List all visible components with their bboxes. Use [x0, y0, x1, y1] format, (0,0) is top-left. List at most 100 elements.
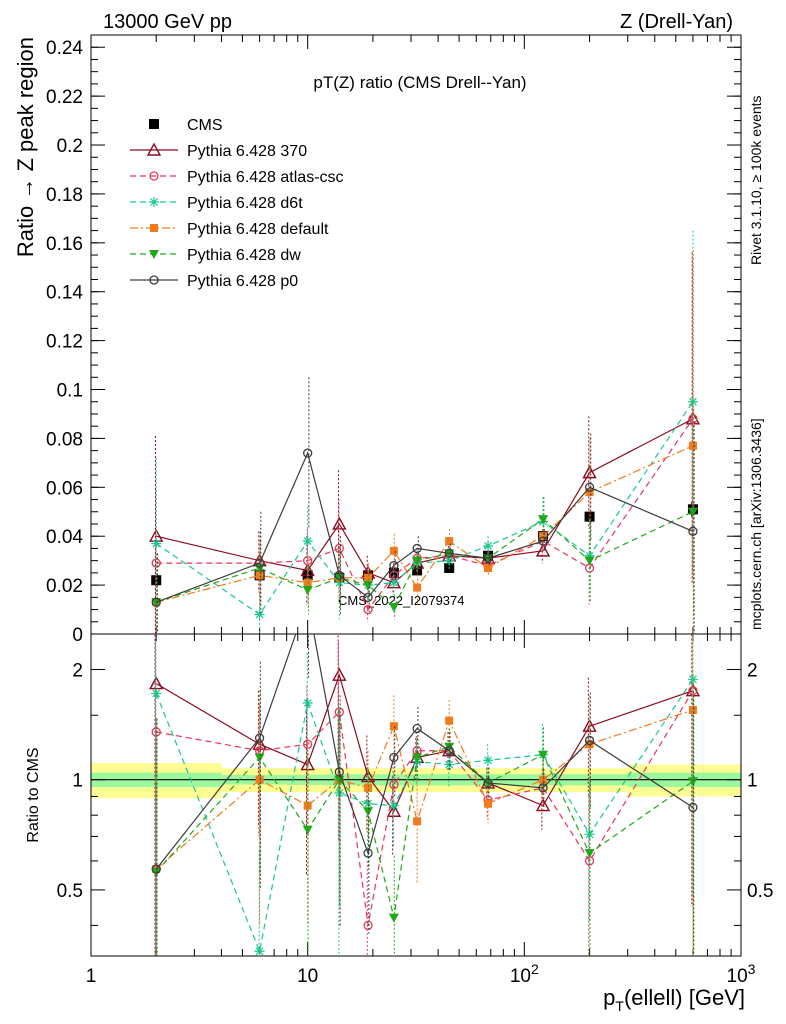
- ratio-data-point: [334, 767, 344, 777]
- legend-label: CMS: [187, 117, 223, 134]
- data-point: [334, 570, 344, 580]
- legend-marker: [149, 171, 159, 181]
- ratio-data-point: [584, 849, 595, 859]
- ratio-data-point: [538, 750, 549, 760]
- ratio-series-pythia-6-428-d6t: [151, 634, 698, 956]
- data-point: [254, 609, 265, 620]
- data-point: [687, 396, 698, 407]
- data-point: [302, 536, 313, 547]
- ratio-data-point: [688, 706, 697, 715]
- data-point: [585, 488, 594, 497]
- ratio-data-point: [388, 913, 399, 923]
- header-left: 13000 GeV pp: [103, 11, 232, 33]
- plot-title: pT(Z) ratio (CMS Drell--Yan): [313, 73, 526, 92]
- legend-item: Pythia 6.428 p0: [130, 273, 298, 290]
- ratio-y-tick-label: 1: [72, 771, 83, 792]
- ratio-series-pythia-6-428-p0: [151, 634, 698, 956]
- ratio-data-point: [412, 753, 423, 763]
- ratio-series-line: [155, 746, 694, 918]
- data-point: [363, 592, 373, 602]
- ratio-data-point: [483, 778, 493, 788]
- series-pythia-6-428-p0: [151, 377, 698, 634]
- ratio-series: [149, 634, 701, 956]
- legend-marker: [149, 119, 159, 129]
- y-tick-label: 0.04: [46, 527, 83, 548]
- y-axis-label: Ratio → Z peak region: [13, 37, 38, 257]
- data-point: [582, 465, 597, 479]
- data-point: [151, 575, 162, 586]
- ratio-data-point: [389, 722, 398, 731]
- legend-item: Pythia 6.428 default: [130, 221, 329, 238]
- ratio-data-point: [254, 753, 265, 763]
- ratio-data-point: [151, 688, 162, 699]
- data-point: [538, 515, 549, 525]
- mcplots-label: mcplots.cern.ch [arXiv:1306.3436]: [748, 418, 764, 630]
- series-line: [156, 451, 694, 603]
- data-point: [584, 511, 595, 522]
- data-point: [334, 543, 344, 554]
- data-point: [539, 532, 548, 541]
- ratio-data-point: [413, 817, 422, 826]
- ratio-y-tick-label: 0.5: [57, 881, 83, 902]
- ratio-data-point: [151, 867, 162, 877]
- ratio-data-point: [584, 829, 595, 840]
- legend-marker: [146, 142, 162, 156]
- data-point: [538, 536, 548, 546]
- watermark: CMS_2022_I2079374: [338, 593, 465, 608]
- ratio-data-point: [254, 946, 265, 956]
- ratio-data-point: [582, 718, 597, 732]
- ratio-series-line: [155, 673, 694, 813]
- x-tick-label: 1: [86, 966, 97, 987]
- ratio-data-point: [149, 676, 164, 690]
- data-point: [255, 571, 264, 580]
- y-tick-label: 0.12: [46, 332, 83, 353]
- data-point: [151, 538, 162, 549]
- x-axis-label: pT(ellell) [GeV]: [603, 985, 745, 1014]
- axes: 0 0.02 0.04 0.06 0.08 0.1 0.12 0.14 0.16 0.18 0.2 0…: [46, 34, 773, 987]
- ratio-data-point: [688, 802, 698, 813]
- header-right: Z (Drell-Yan): [620, 11, 733, 33]
- ratio-data-point: [687, 777, 698, 787]
- y-tick-label: 0.06: [46, 478, 83, 499]
- data-point: [412, 543, 422, 554]
- y-tick-label: 0.14: [46, 283, 83, 304]
- ratio-data-point: [484, 799, 493, 808]
- y-tick-label: 0.02: [46, 576, 83, 597]
- legend-label: Pythia 6.428 dw: [187, 247, 301, 264]
- data-point: [151, 597, 161, 607]
- data-point: [389, 546, 398, 555]
- ratio-data-point: [483, 755, 494, 766]
- ratio-series-line: [155, 709, 694, 870]
- ratio-series-pythia-6-428-atlas-csc: [151, 634, 698, 956]
- series-line: [156, 418, 694, 611]
- ratio-y-tick-label: 2: [72, 660, 83, 681]
- data-point: [688, 441, 697, 450]
- y-tick-label: 0.22: [46, 87, 83, 108]
- ratio-data-point: [334, 787, 345, 798]
- series-pythia-6-428-dw: [151, 409, 698, 634]
- ratio-data-point: [363, 807, 374, 817]
- data-point: [388, 577, 399, 588]
- legend-marker: [149, 197, 159, 207]
- series-pythia-6-428-default: [152, 250, 697, 634]
- ratio-y-tick-label-right: 1: [747, 771, 758, 792]
- y-tick-label: 0.1: [57, 381, 83, 402]
- legend-label: Pythia 6.428 p0: [187, 273, 298, 290]
- legend-marker: [150, 224, 158, 232]
- data-point: [445, 537, 454, 546]
- data-point: [484, 563, 493, 572]
- data-point: [584, 482, 595, 492]
- y-tick-label: 0.24: [46, 38, 83, 59]
- ratio-data-point: [151, 864, 161, 874]
- ratio-data-point: [388, 800, 399, 811]
- legend-marker: [149, 250, 159, 259]
- ratio-series-line: [155, 634, 694, 870]
- ratio-y-tick-label-right: 2: [747, 660, 758, 681]
- ratio-series-line: [155, 678, 694, 954]
- data-point: [412, 556, 423, 566]
- series-line: [156, 511, 694, 609]
- data-point: [389, 560, 399, 571]
- legend-item: CMS: [149, 117, 223, 134]
- ratio-data-point: [332, 667, 347, 681]
